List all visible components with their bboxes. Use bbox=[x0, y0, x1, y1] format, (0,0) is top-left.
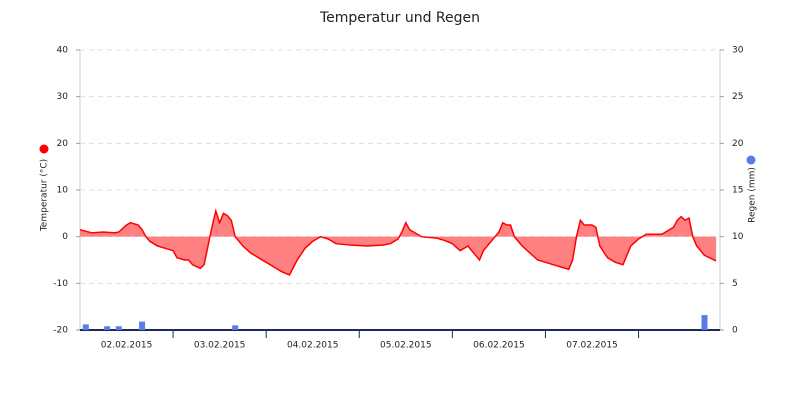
x-tick-label: 06.02.2015 bbox=[473, 341, 525, 351]
x-tick-label: 04.02.2015 bbox=[287, 341, 339, 351]
y2-tick-label: 5 bbox=[732, 279, 738, 289]
y-axis-title: Temperatur (°C) bbox=[40, 159, 50, 232]
temperature-area bbox=[80, 211, 717, 275]
rain-bar bbox=[115, 326, 122, 330]
legend-dot bbox=[746, 155, 756, 165]
chart-title: Temperatur und Regen bbox=[319, 10, 480, 26]
y-tick-label: -20 bbox=[53, 326, 68, 336]
x-tick-label: 03.02.2015 bbox=[194, 341, 246, 351]
y2-tick-label: 30 bbox=[732, 46, 744, 56]
y-tick-label: 10 bbox=[57, 186, 69, 196]
y2-axis-title: Regen (mm) bbox=[748, 167, 758, 223]
x-tick-label: 05.02.2015 bbox=[380, 341, 432, 351]
y-tick-label: 20 bbox=[57, 139, 69, 149]
y2-tick-label: 20 bbox=[732, 139, 744, 149]
y-tick-label: 40 bbox=[57, 46, 69, 56]
y2-tick-label: 15 bbox=[732, 186, 743, 196]
rain-bar bbox=[82, 324, 89, 330]
temperature-line bbox=[79, 208, 717, 276]
rain-bar bbox=[232, 325, 239, 330]
x-tick-label: 07.02.2015 bbox=[566, 341, 618, 351]
y-tick-label: 0 bbox=[62, 232, 68, 242]
rain-bar bbox=[104, 326, 111, 330]
y2-tick-label: 25 bbox=[732, 92, 743, 102]
rain-bar bbox=[139, 321, 146, 330]
legend-dot bbox=[39, 144, 49, 154]
y2-tick-label: 10 bbox=[732, 232, 744, 242]
x-tick-label: 02.02.2015 bbox=[101, 341, 153, 351]
y2-tick-label: 0 bbox=[732, 326, 738, 336]
y-tick-label: -10 bbox=[53, 279, 68, 289]
rain-bar bbox=[701, 315, 708, 330]
y-tick-label: 30 bbox=[57, 92, 69, 102]
